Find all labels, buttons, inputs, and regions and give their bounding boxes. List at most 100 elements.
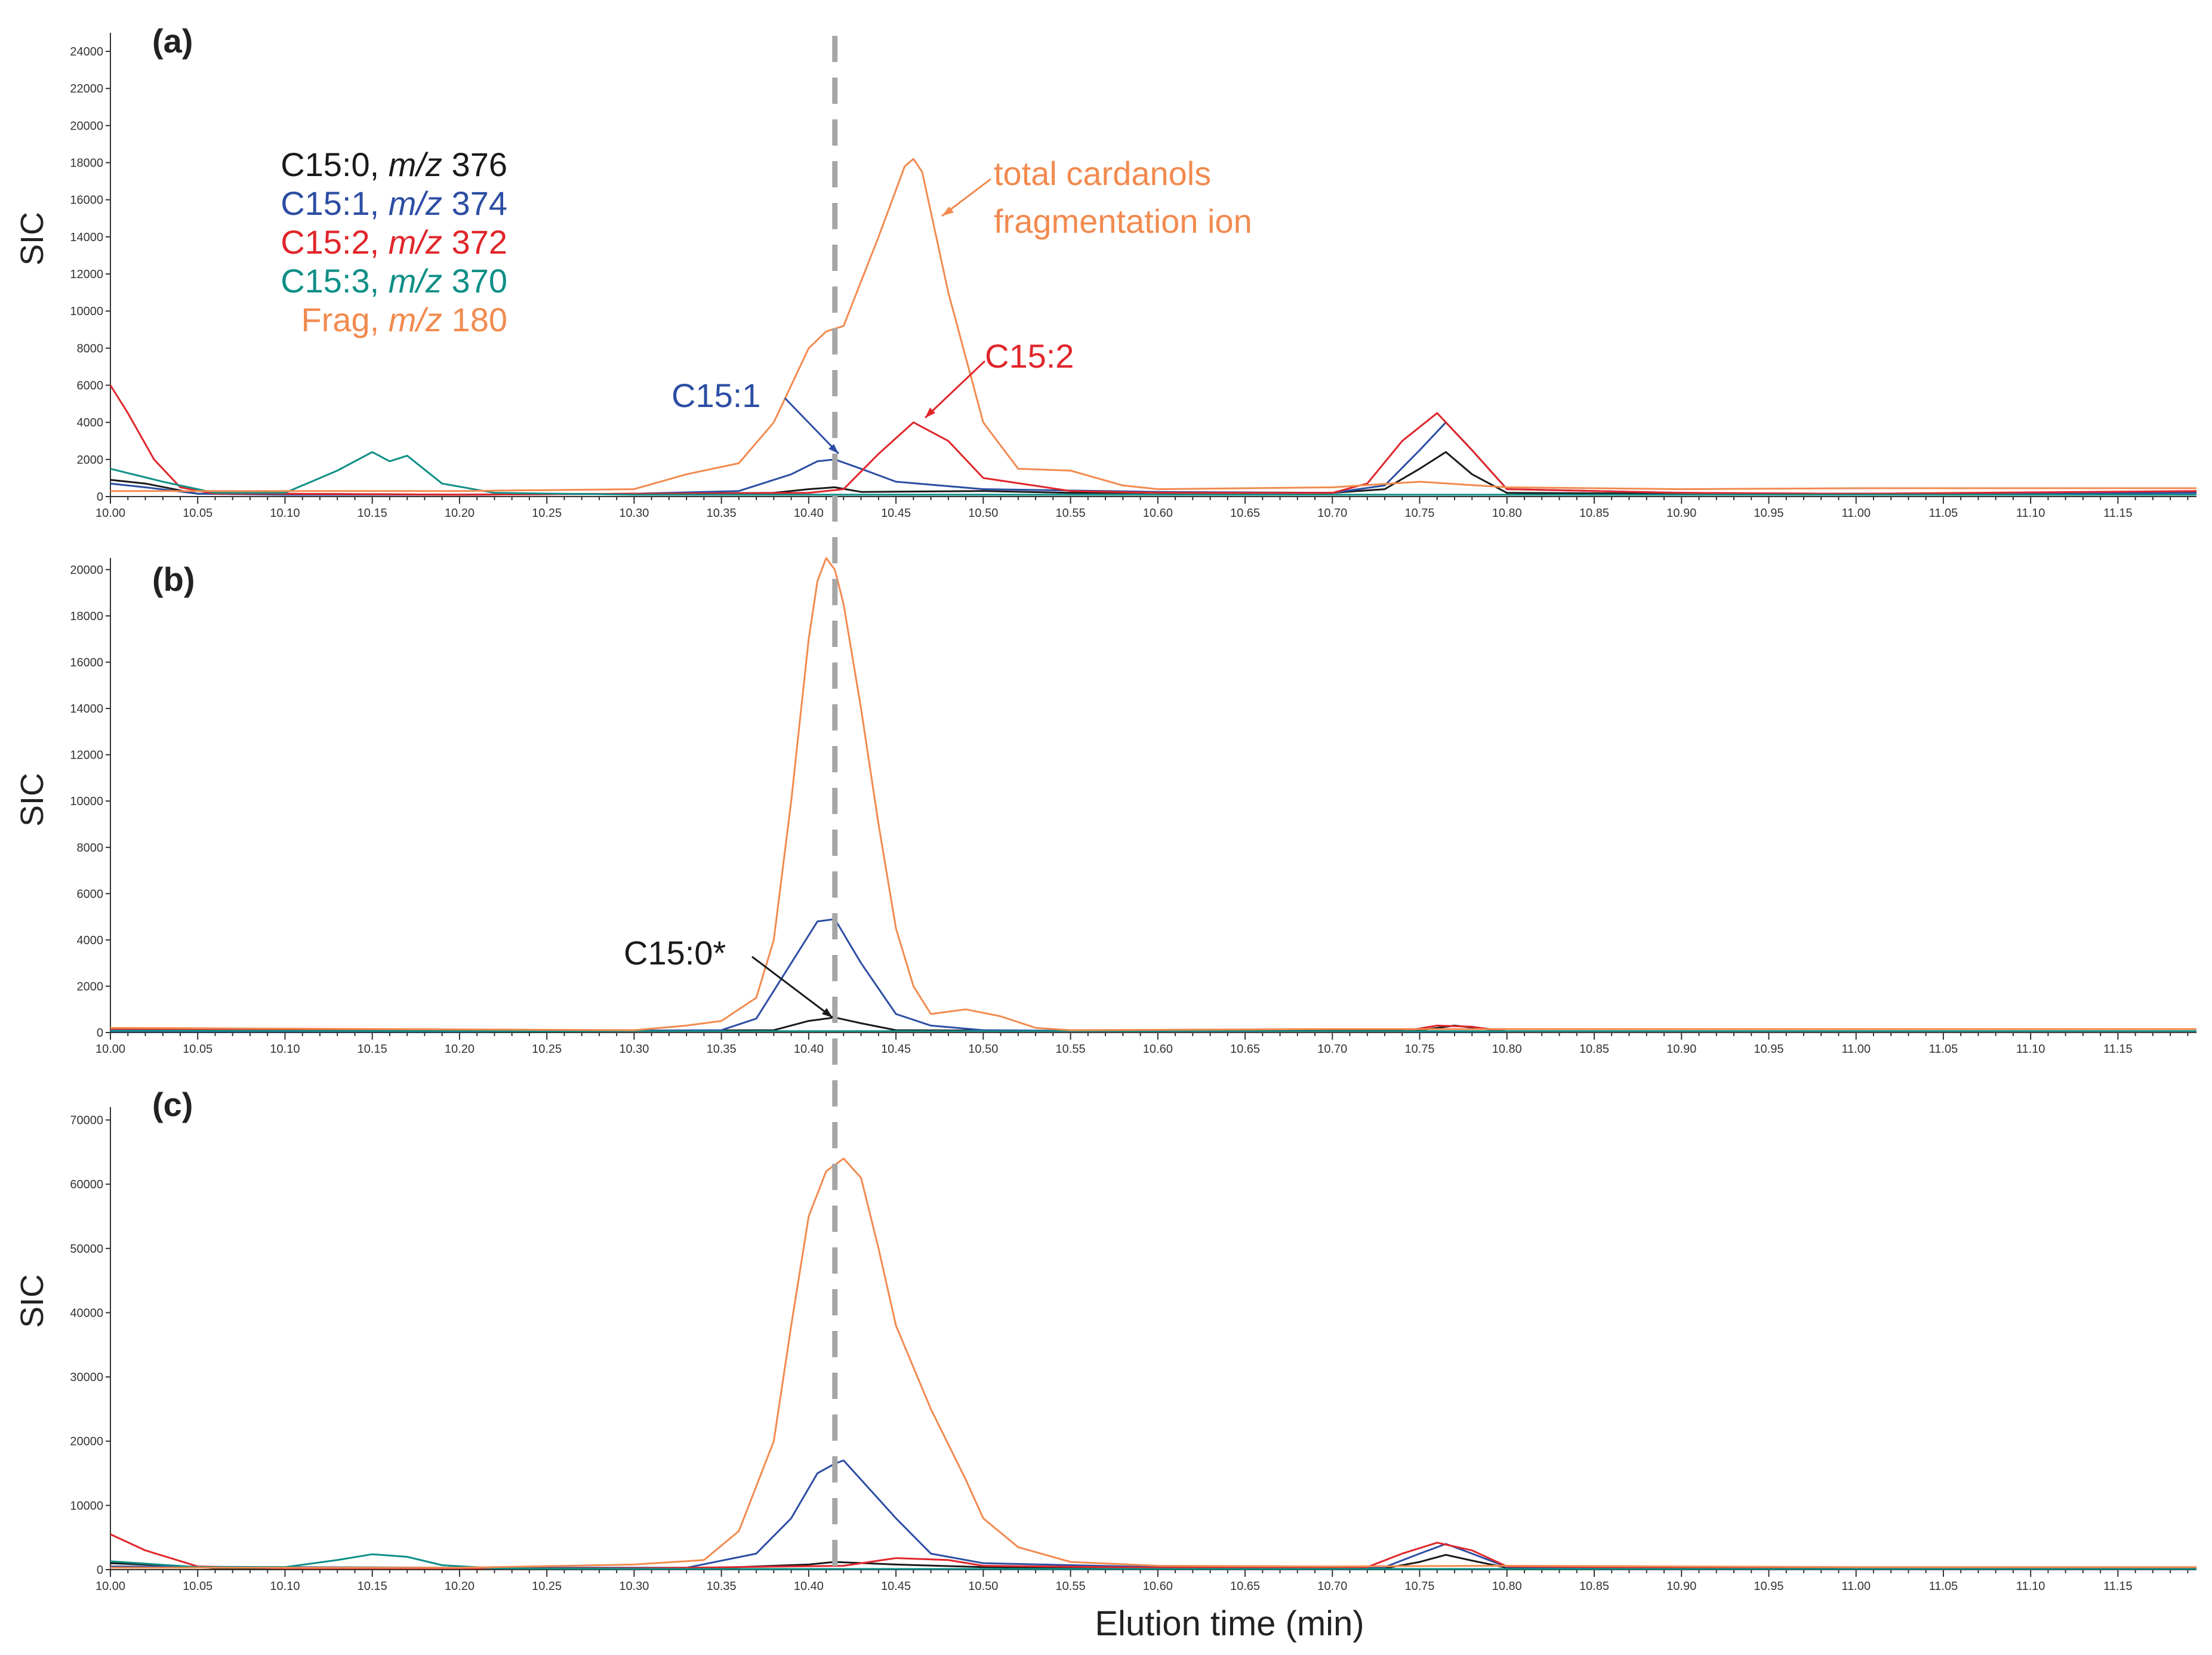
x-tick-label: 10.40 [794,1043,824,1056]
y-tick-label: 10000 [70,1499,103,1512]
y-tick-label: 10000 [70,795,103,808]
x-tick-label: 10.80 [1492,507,1522,520]
legend-name-c151: C15:1 [281,184,369,222]
annotation-c152: C15:2 [985,337,1074,375]
annotation-frag-line1: total cardanols [994,155,1211,192]
x-tick-label: 10.35 [707,1580,737,1593]
x-tick-label: 10.30 [619,1043,649,1056]
y-tick-label: 8000 [77,842,104,855]
y-tick-label: 70000 [70,1114,103,1127]
x-tick-label: 10.75 [1404,507,1434,520]
series-line-c15-2 [109,384,2197,496]
y-tick-label: 18000 [70,157,103,170]
y-tick-label: 22000 [70,82,103,95]
x-tick-label: 10.75 [1404,1580,1434,1593]
legend-value-c152: 372 [442,223,507,261]
x-tick-label: 10.70 [1317,507,1347,520]
x-tick-label: 10.35 [707,1043,737,1056]
series-line-c15-2 [110,1533,2196,1570]
annotation-arrow-c150 [751,956,833,1019]
series-line-frag [110,1157,2196,1569]
annotation-arrowhead-c152 [925,408,935,418]
panel-label-a: (a) [152,22,193,60]
y-tick-label: 2000 [77,980,104,993]
y-tick-label: 16000 [70,194,103,207]
x-tick-label: 10.15 [358,507,387,520]
y-axis-title-b: SIC [14,773,50,827]
legend-value-frag: 180 [442,301,507,338]
series-line-c15-1 [110,421,2197,496]
x-tick-label: 10.25 [532,507,562,520]
chart-panel-2: 0 2000 4000 6000 8000 10000 12000 14000 16000 180… [70,557,2196,1056]
x-tick-label: 10.60 [1143,1043,1173,1056]
x-tick-label: 10.00 [95,507,125,520]
chart-panels: 0 2000 4000 6000 8000 10000 12000 14000 16000 180… [70,33,2197,1593]
annotation-arrowhead-frag [942,207,954,216]
x-tick-label: 10.55 [1056,507,1086,520]
x-tick-label: 10.10 [270,1043,300,1056]
annotation-c151: C15:1 [671,377,760,414]
legend-sep-c151: , [370,184,389,222]
panel-label-b: (b) [152,560,195,598]
x-tick-label: 11.05 [1929,1043,1958,1056]
legend-name-c153: C15:3 [281,262,369,300]
x-tick-label: 10.20 [445,1043,475,1056]
y-tick-label: 12000 [70,268,103,281]
x-tick-label: 11.15 [2103,1580,2133,1593]
x-tick-label: 11.05 [1929,507,1958,520]
y-tick-label: 6000 [77,887,104,901]
x-tick-label: 10.50 [968,507,998,520]
x-tick-label: 10.45 [881,1043,911,1056]
legend-mz-c153: m/z [389,262,442,300]
x-tick-label: 11.05 [1929,1580,1958,1593]
x-tick-label: 11.00 [1841,1043,1871,1056]
x-tick-label: 10.85 [1579,1043,1609,1056]
legend-name-c150: C15:0 [281,146,369,183]
x-tick-label: 10.70 [1317,1043,1347,1056]
x-tick-label: 11.00 [1841,507,1871,520]
y-axis-title-c: SIC [14,1274,50,1328]
x-tick-label: 10.00 [95,1580,125,1593]
x-tick-label: 10.90 [1666,1580,1696,1593]
x-tick-label: 10.95 [1754,1580,1783,1593]
y-tick-label: 20000 [70,1435,103,1448]
legend-name-frag: Frag [301,301,370,338]
legend-entry-c150: C15:0, m/z 376 [281,146,507,183]
y-tick-label: 30000 [70,1371,103,1384]
y-tick-label: 24000 [70,45,103,58]
x-tick-label: 10.80 [1492,1043,1522,1056]
x-tick-label: 10.90 [1666,1043,1696,1056]
x-tick-label: 11.15 [2103,1043,2133,1056]
x-tick-label: 10.65 [1230,507,1260,520]
x-tick-label: 11.10 [2016,507,2045,520]
legend-sep-c152: , [370,223,389,261]
panel-label-c: (c) [152,1086,193,1123]
y-tick-label: 40000 [70,1306,103,1320]
legend-value-c153: 370 [442,262,507,300]
x-tick-label: 10.50 [968,1043,998,1056]
x-tick-label: 10.55 [1056,1043,1086,1056]
y-tick-label: 4000 [77,417,104,430]
x-tick-label: 10.20 [445,1580,475,1593]
x-tick-label: 10.65 [1230,1043,1260,1056]
legend-entry-c151: C15:1, m/z 374 [281,184,507,222]
x-tick-label: 10.45 [881,1580,911,1593]
chart-panel-1: 0 2000 4000 6000 8000 10000 12000 14000 16000 180… [70,33,2197,520]
x-tick-label: 10.10 [270,1580,300,1593]
y-tick-label: 14000 [70,231,103,244]
y-tick-label: 20000 [70,563,103,577]
series-line-frag [110,158,2196,492]
annotation-arrow-c151 [784,397,840,455]
x-tick-label: 10.95 [1754,1043,1783,1056]
x-tick-label: 10.20 [445,507,475,520]
x-tick-label: 10.30 [619,507,649,520]
x-tick-label: 10.40 [794,1580,824,1593]
x-tick-label: 10.10 [270,507,300,520]
x-tick-label: 10.30 [619,1580,649,1593]
annotation-c150: C15:0* [624,934,726,972]
y-tick-label: 8000 [77,342,104,355]
legend-sep-c153: , [370,262,389,300]
x-tick-label: 10.40 [794,507,824,520]
annotation-arrowhead-c150 [822,1008,833,1018]
